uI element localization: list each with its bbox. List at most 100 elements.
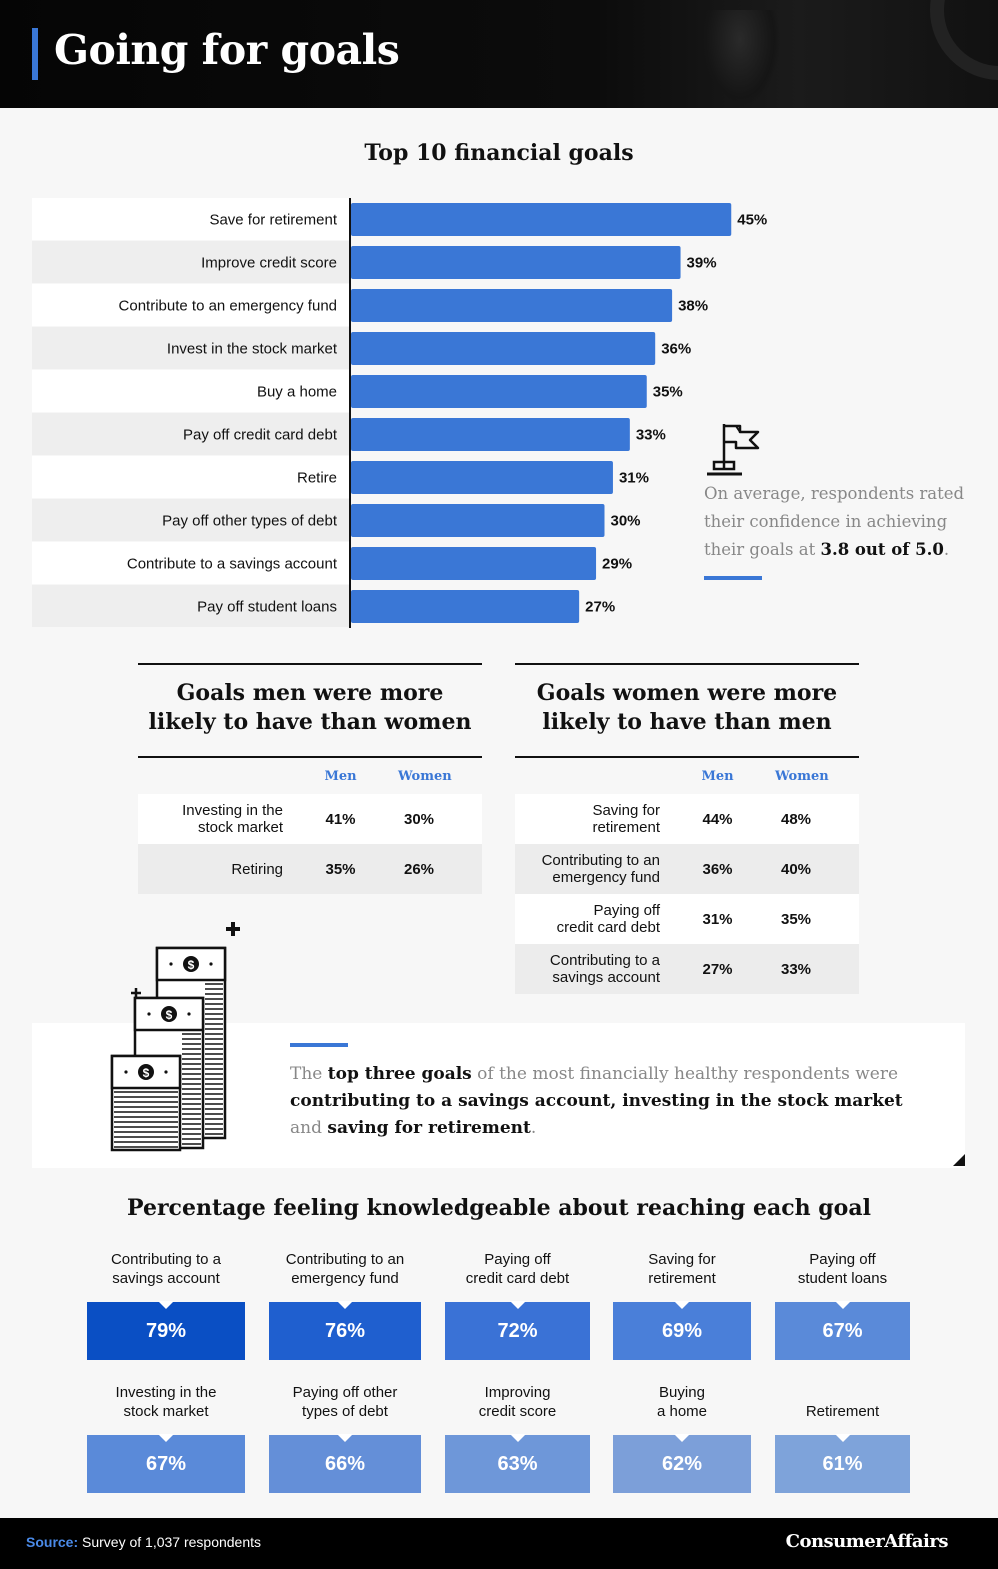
table-header-row: Men Women <box>515 758 859 794</box>
bar-value-label: 35% <box>653 384 683 401</box>
knowledge-item: Paying off student loans 67% <box>755 1248 930 1360</box>
men-value: 31% <box>702 910 733 928</box>
knowledge-item: Contributing to an emergency fund 76% <box>249 1248 441 1360</box>
women-value: 30% <box>403 810 435 828</box>
bar-label: Buy a home <box>257 384 337 401</box>
source-text: Survey of 1,037 respondents <box>78 1534 262 1550</box>
knowledge-value: 62% <box>661 1452 703 1475</box>
page-title: Going for goals <box>54 26 400 74</box>
bar-value-label: 45% <box>737 212 767 229</box>
bar-label: Retire <box>297 470 337 487</box>
men-title-line2: likely to have than women <box>148 709 472 735</box>
women-value: 33% <box>780 960 812 978</box>
knowledge-value-box: 63% <box>445 1434 590 1493</box>
knowledge-value: 67% <box>145 1452 187 1475</box>
men-value: 27% <box>702 960 733 978</box>
bar-label: Invest in the stock market <box>167 341 338 358</box>
knowledge-value: 76% <box>324 1319 366 1342</box>
men-value: 36% <box>702 860 733 878</box>
source-label: Source: <box>26 1534 79 1550</box>
bar-label: Pay off credit card debt <box>183 427 338 444</box>
bar-label: Improve credit score <box>201 255 337 272</box>
bar <box>351 375 647 408</box>
knowledge-item: Retirement 61% <box>755 1381 930 1493</box>
knowledge-item: Buying a home 62% <box>593 1381 771 1493</box>
knowledge-value-box: 72% <box>445 1301 590 1360</box>
knowledge-value: 61% <box>822 1452 863 1475</box>
row-label: Saving for retirement <box>592 802 660 836</box>
knowledge-item: Saving for retirement 69% <box>593 1248 771 1360</box>
confidence-text: On average, respondents rated their conf… <box>704 484 965 559</box>
brand-logo: ConsumerAffairs <box>785 1531 949 1552</box>
bar-row-bg <box>32 327 350 369</box>
knowledge-label: Investing in the stock market <box>115 1384 217 1420</box>
knowledge-value-box: 66% <box>269 1434 421 1493</box>
table-row: Saving for retirement 44% 48% <box>515 794 859 844</box>
bar-value-label: 36% <box>661 341 691 358</box>
bar <box>351 590 580 623</box>
money-stack-icon: $ $ $ <box>110 922 240 1152</box>
knowledge-label: Buying a home <box>656 1384 708 1420</box>
knowledge-value-box: 76% <box>269 1301 421 1360</box>
women-table-title: Goals women were more likely to have than… <box>515 665 859 756</box>
knowledge-value: 67% <box>822 1319 863 1342</box>
row-label: Paying off credit card debt <box>556 902 660 936</box>
men-table-title: Goals men were more likely to have than w… <box>138 665 482 756</box>
women-value: 26% <box>403 860 435 878</box>
knowledge-label: Paying off student loans <box>797 1251 888 1287</box>
row-label: Contributing to a savings account <box>549 952 660 986</box>
table-header-row: Men Women <box>138 758 482 794</box>
bar-row-bg <box>32 585 350 627</box>
col-men: Men <box>701 768 734 784</box>
bar-value-label: 27% <box>585 599 615 616</box>
knowledge-value-box: 67% <box>87 1434 245 1493</box>
knowledge-label: Paying off other types of debt <box>292 1384 398 1420</box>
table-row: Paying off credit card debt 31% 35% <box>515 894 859 944</box>
bar-value-label: 29% <box>602 556 632 573</box>
col-women: Women <box>398 768 452 784</box>
bar-row-bg <box>32 542 350 584</box>
knowledge-value-box: 67% <box>775 1301 910 1360</box>
knowledge-label: Retirement <box>805 1403 880 1420</box>
bar-row-bg <box>32 413 350 455</box>
svg-text:$: $ <box>143 1066 150 1080</box>
knowledge-value: 63% <box>497 1452 538 1475</box>
bar-label: Pay off other types of debt <box>162 513 338 530</box>
women-goals-table: Goals women were more likely to have than… <box>515 663 859 994</box>
confidence-value: 3.8 out of 5.0 <box>820 540 944 559</box>
col-men: Men <box>324 768 357 784</box>
svg-text:$: $ <box>166 1008 173 1022</box>
flag-icon <box>707 424 760 476</box>
bar-value-label: 33% <box>636 427 666 444</box>
knowledge-value: 69% <box>661 1319 703 1342</box>
knowledge-item: Paying off credit card debt 72% <box>425 1248 610 1360</box>
women-value: 48% <box>780 810 812 828</box>
bar <box>351 289 673 322</box>
confidence-underline <box>704 576 762 580</box>
knowledge-value: 72% <box>497 1319 538 1342</box>
confidence-text-end: . <box>943 540 950 559</box>
knowledge-value: 66% <box>324 1452 366 1475</box>
bar <box>351 547 597 580</box>
knowledge-item: Paying off other types of debt 66% <box>249 1381 441 1493</box>
bar-row-bg <box>32 456 350 498</box>
knowledge-item: Contributing to a savings account 79% <box>67 1248 265 1360</box>
header-banner: Going for goals <box>0 0 998 108</box>
men-value: 44% <box>702 810 733 828</box>
bar-label: Contribute to an emergency fund <box>119 298 337 315</box>
table-row: Retiring 35% 26% <box>138 844 482 894</box>
table-mid-rule <box>138 756 482 758</box>
table-top-rule <box>138 663 482 665</box>
bar-label: Pay off student loans <box>197 599 337 616</box>
bar-value-label: 39% <box>687 255 717 272</box>
knowledge-label: Paying off credit card debt <box>465 1251 570 1287</box>
row-label: Investing in the stock market <box>182 802 283 836</box>
knowledge-label: Saving for retirement <box>648 1251 716 1287</box>
knowledge-label: Contributing to a savings account <box>110 1251 222 1287</box>
men-value: 35% <box>325 860 356 878</box>
bar <box>351 504 605 537</box>
svg-text:$: $ <box>188 958 195 972</box>
knowledge-label: Improving credit score <box>478 1384 557 1420</box>
table-row: Investing in the stock market 41% 30% <box>138 794 482 844</box>
healthy-note-text: The top three goals of the most financia… <box>290 1064 903 1138</box>
